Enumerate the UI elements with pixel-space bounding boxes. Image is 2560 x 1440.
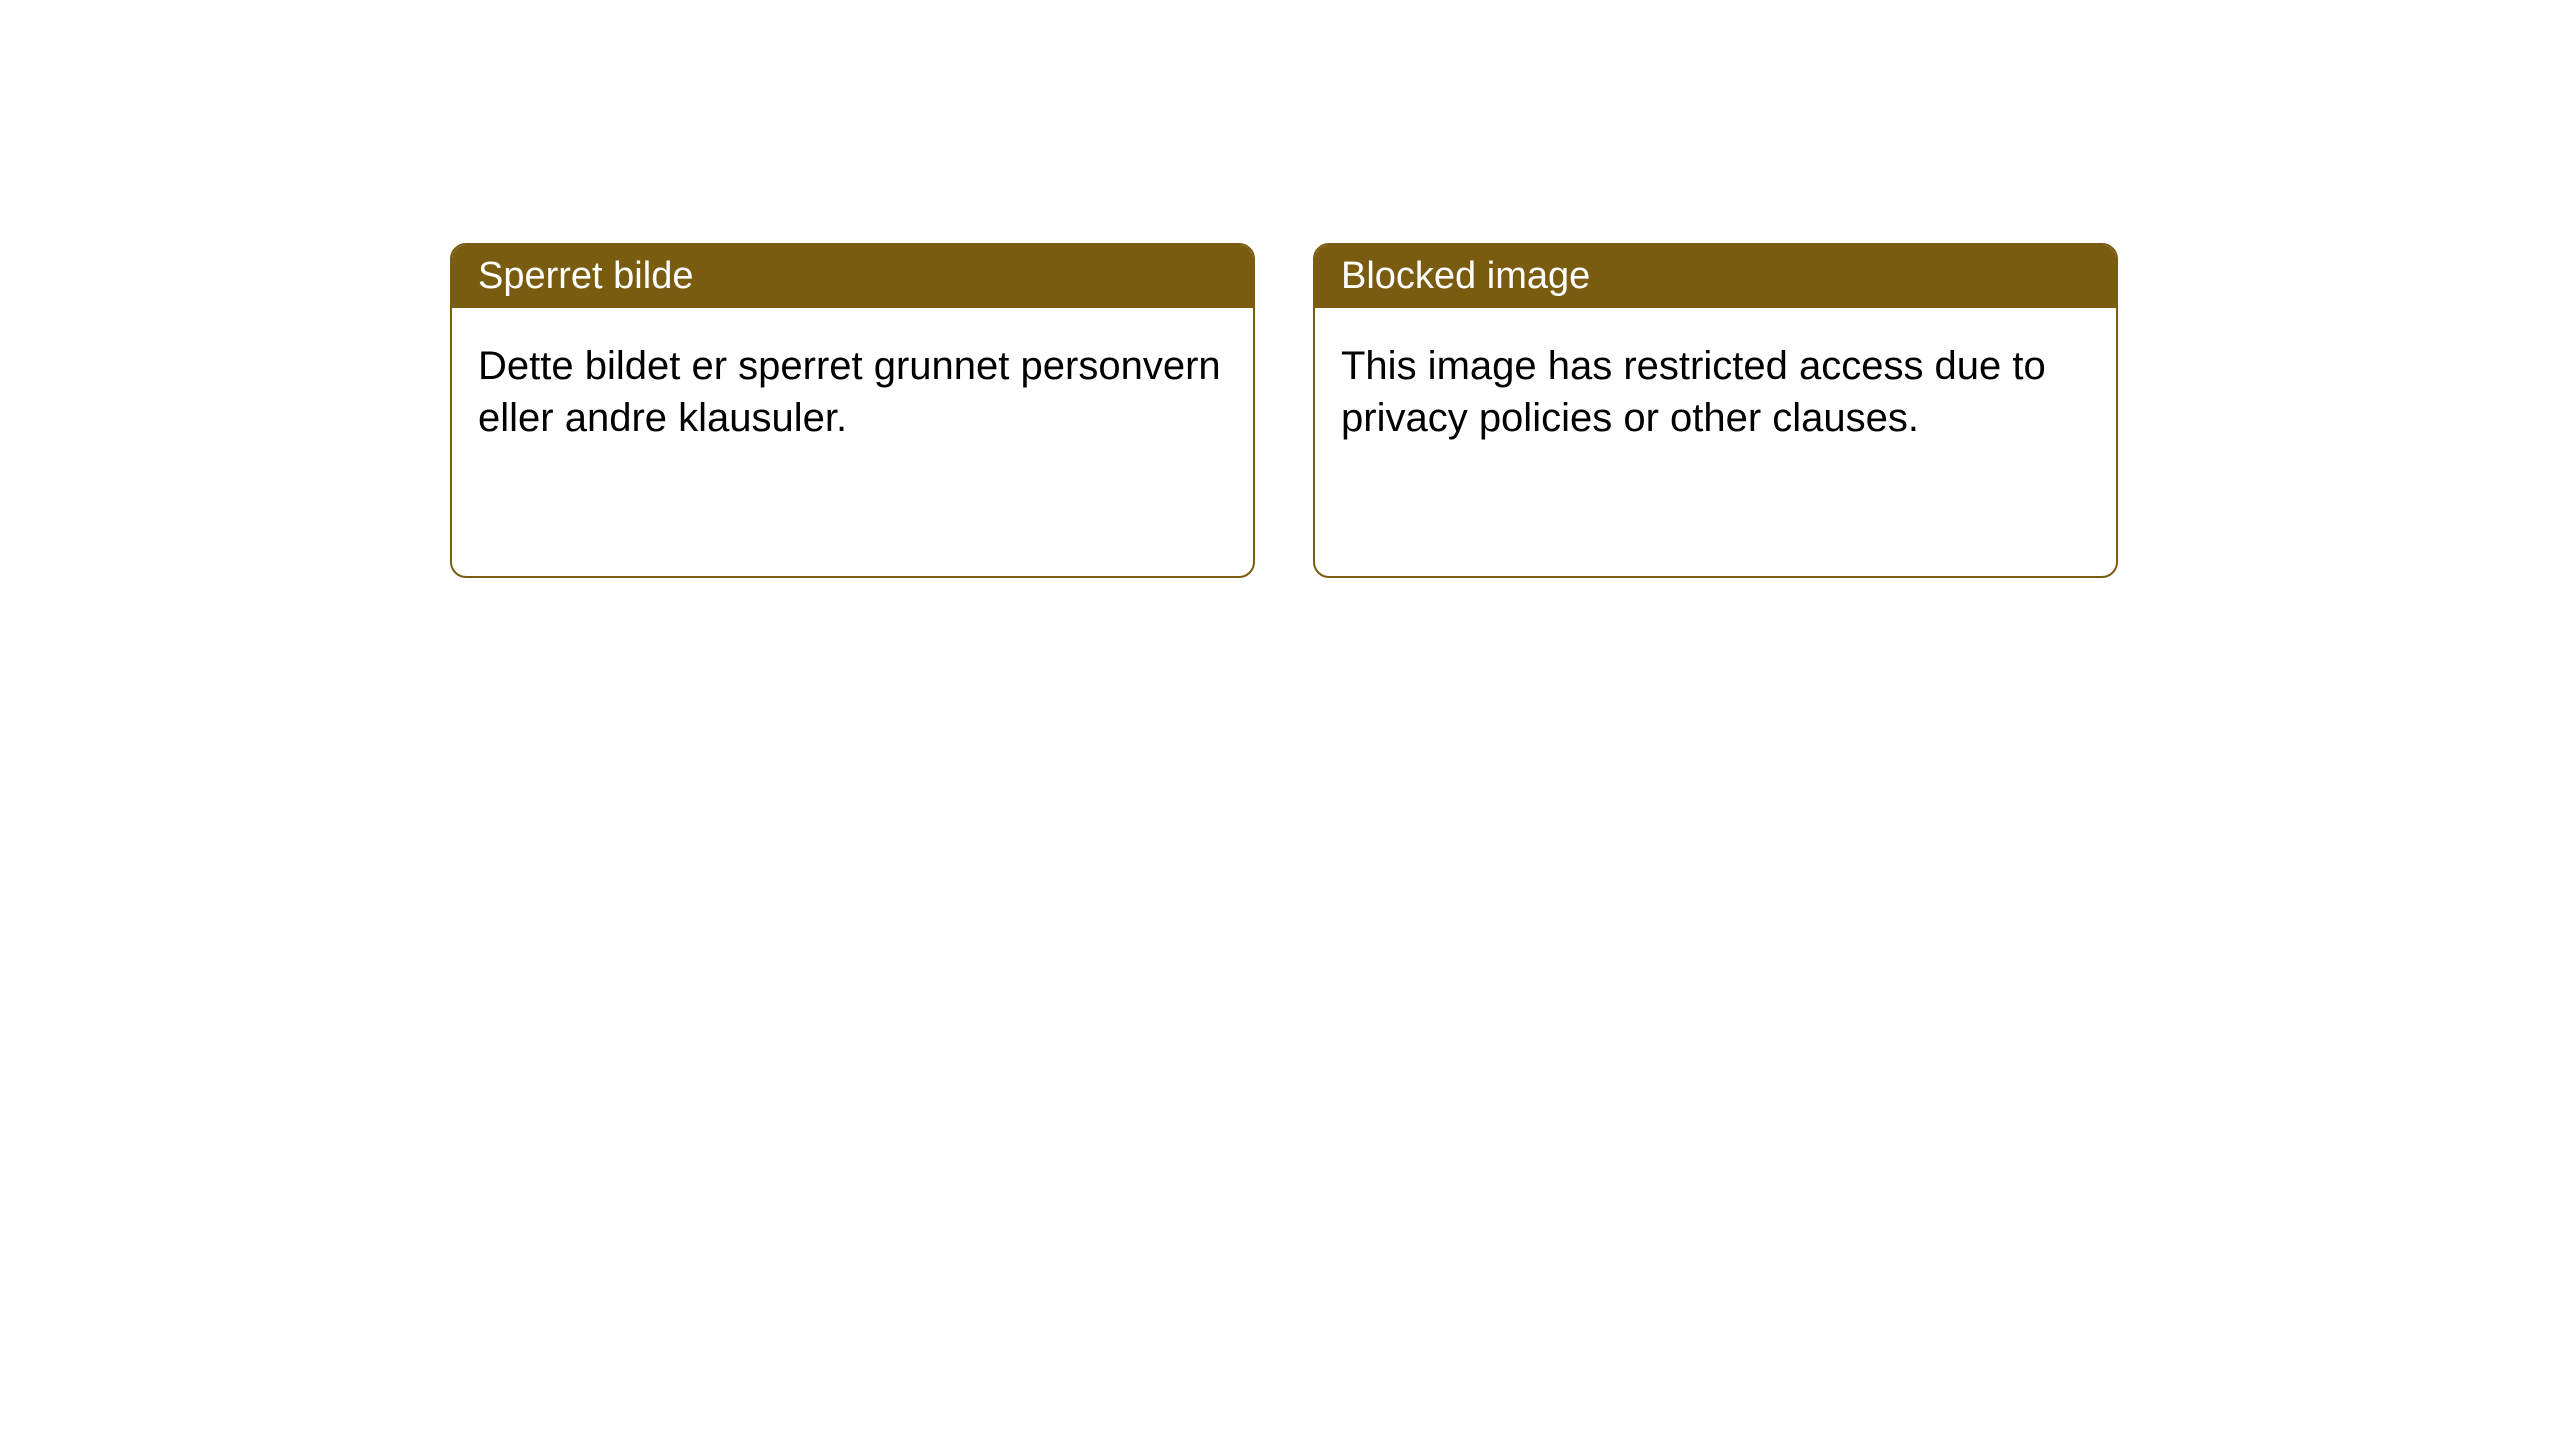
card-message: Dette bildet er sperret grunnet personve… — [478, 344, 1221, 440]
notice-cards-container: Sperret bilde Dette bildet er sperret gr… — [450, 243, 2118, 578]
card-body: This image has restricted access due to … — [1315, 308, 2116, 476]
card-header: Blocked image — [1315, 245, 2116, 308]
card-message: This image has restricted access due to … — [1341, 344, 2046, 440]
card-body: Dette bildet er sperret grunnet personve… — [452, 308, 1253, 476]
card-title: Blocked image — [1341, 255, 1590, 297]
notice-card-norwegian: Sperret bilde Dette bildet er sperret gr… — [450, 243, 1255, 578]
card-header: Sperret bilde — [452, 245, 1253, 308]
card-title: Sperret bilde — [478, 255, 693, 297]
notice-card-english: Blocked image This image has restricted … — [1313, 243, 2118, 578]
